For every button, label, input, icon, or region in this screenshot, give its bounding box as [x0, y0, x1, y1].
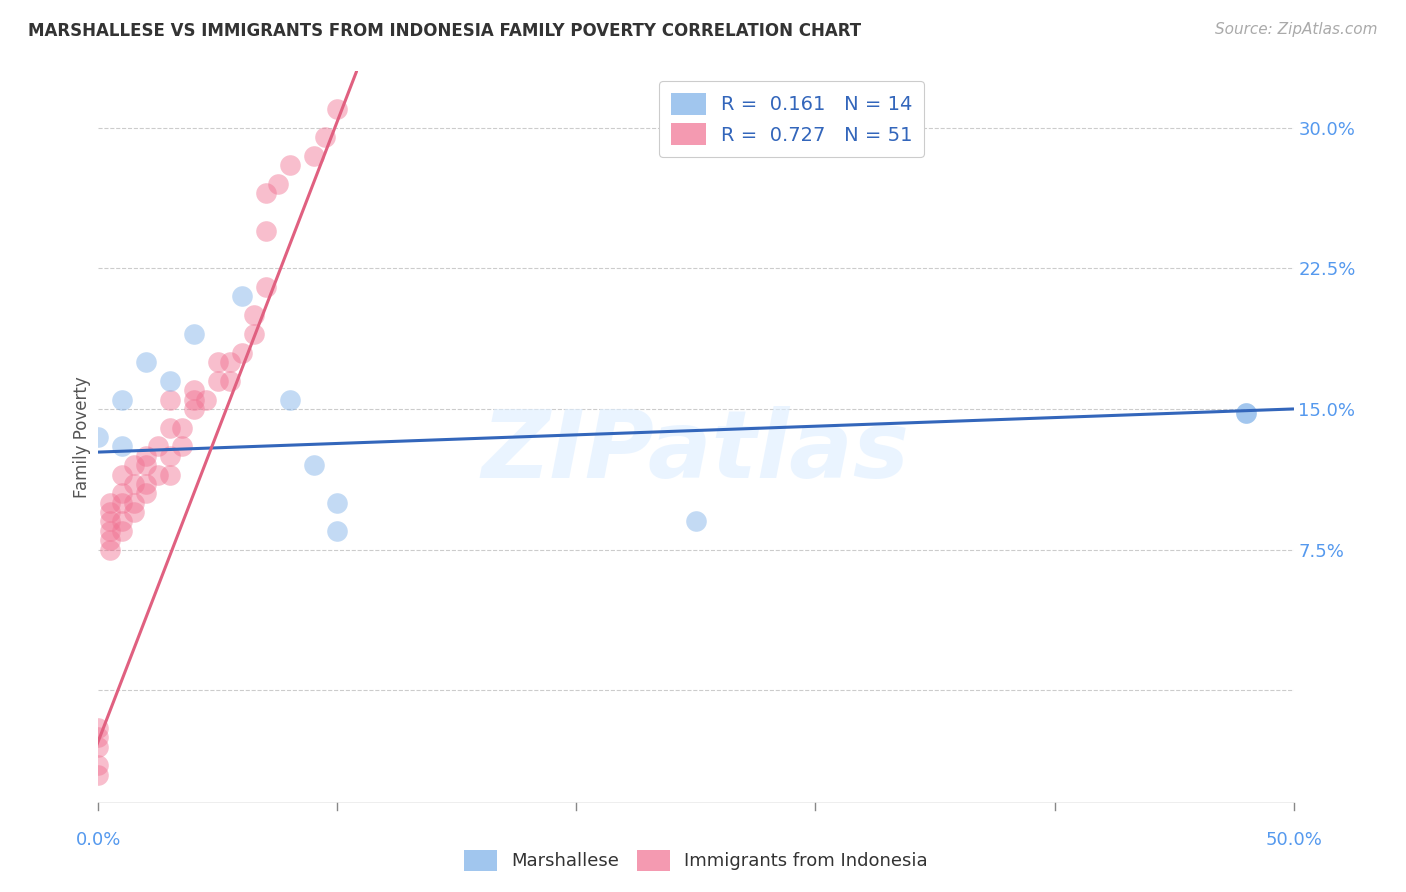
Marshallese [111, 392, 134, 407]
Immigrants from Indonesia [183, 383, 205, 397]
Marshallese [326, 524, 349, 538]
Immigrants from Indonesia [148, 467, 170, 482]
Immigrants from Indonesia [111, 486, 134, 500]
Immigrants from Indonesia [243, 326, 266, 341]
Marshallese [135, 355, 157, 369]
Immigrants from Indonesia [315, 130, 337, 145]
Marshallese [1234, 406, 1257, 420]
Immigrants from Indonesia [111, 515, 134, 529]
Immigrants from Indonesia [183, 401, 205, 416]
Immigrants from Indonesia [98, 533, 122, 548]
Immigrants from Indonesia [87, 758, 110, 772]
Text: 0.0%: 0.0% [76, 831, 121, 849]
Text: ZIPatlas: ZIPatlas [482, 406, 910, 498]
Immigrants from Indonesia [172, 440, 194, 454]
Immigrants from Indonesia [231, 345, 253, 359]
Marshallese [326, 496, 349, 510]
Immigrants from Indonesia [98, 524, 122, 538]
Immigrants from Indonesia [98, 542, 122, 557]
Immigrants from Indonesia [207, 355, 229, 369]
Immigrants from Indonesia [135, 458, 157, 473]
Marshallese [183, 326, 205, 341]
Immigrants from Indonesia [87, 739, 110, 754]
Marshallese [302, 458, 325, 473]
Immigrants from Indonesia [87, 730, 110, 744]
Immigrants from Indonesia [98, 515, 122, 529]
Immigrants from Indonesia [111, 524, 134, 538]
Immigrants from Indonesia [219, 374, 242, 388]
Immigrants from Indonesia [87, 721, 110, 735]
Immigrants from Indonesia [135, 449, 157, 463]
Immigrants from Indonesia [87, 767, 110, 781]
Immigrants from Indonesia [267, 177, 290, 191]
Immigrants from Indonesia [243, 308, 266, 322]
Marshallese [278, 392, 301, 407]
Legend: Marshallese, Immigrants from Indonesia: Marshallese, Immigrants from Indonesia [457, 843, 935, 878]
Immigrants from Indonesia [194, 392, 218, 407]
Immigrants from Indonesia [111, 496, 134, 510]
Text: 50.0%: 50.0% [1265, 831, 1322, 849]
Marshallese [87, 430, 110, 444]
Immigrants from Indonesia [124, 477, 146, 491]
Marshallese [231, 289, 253, 303]
Immigrants from Indonesia [148, 440, 170, 454]
Immigrants from Indonesia [159, 420, 181, 434]
Immigrants from Indonesia [124, 505, 146, 519]
Immigrants from Indonesia [98, 496, 122, 510]
Immigrants from Indonesia [135, 477, 157, 491]
Immigrants from Indonesia [124, 496, 146, 510]
Immigrants from Indonesia [278, 158, 301, 172]
Immigrants from Indonesia [183, 392, 205, 407]
Text: MARSHALLESE VS IMMIGRANTS FROM INDONESIA FAMILY POVERTY CORRELATION CHART: MARSHALLESE VS IMMIGRANTS FROM INDONESIA… [28, 22, 862, 40]
Immigrants from Indonesia [159, 449, 181, 463]
Immigrants from Indonesia [254, 280, 277, 294]
Immigrants from Indonesia [326, 102, 349, 116]
Marshallese [159, 374, 181, 388]
Immigrants from Indonesia [207, 374, 229, 388]
Immigrants from Indonesia [254, 224, 277, 238]
Immigrants from Indonesia [135, 486, 157, 500]
Text: Source: ZipAtlas.com: Source: ZipAtlas.com [1215, 22, 1378, 37]
Immigrants from Indonesia [172, 420, 194, 434]
Immigrants from Indonesia [302, 149, 325, 163]
Marshallese [111, 440, 134, 454]
Marshallese [685, 515, 707, 529]
Marshallese [1234, 406, 1257, 420]
Immigrants from Indonesia [98, 505, 122, 519]
Immigrants from Indonesia [124, 458, 146, 473]
Immigrants from Indonesia [219, 355, 242, 369]
Immigrants from Indonesia [111, 467, 134, 482]
Y-axis label: Family Poverty: Family Poverty [73, 376, 91, 498]
Immigrants from Indonesia [159, 392, 181, 407]
Immigrants from Indonesia [159, 467, 181, 482]
Immigrants from Indonesia [254, 186, 277, 201]
